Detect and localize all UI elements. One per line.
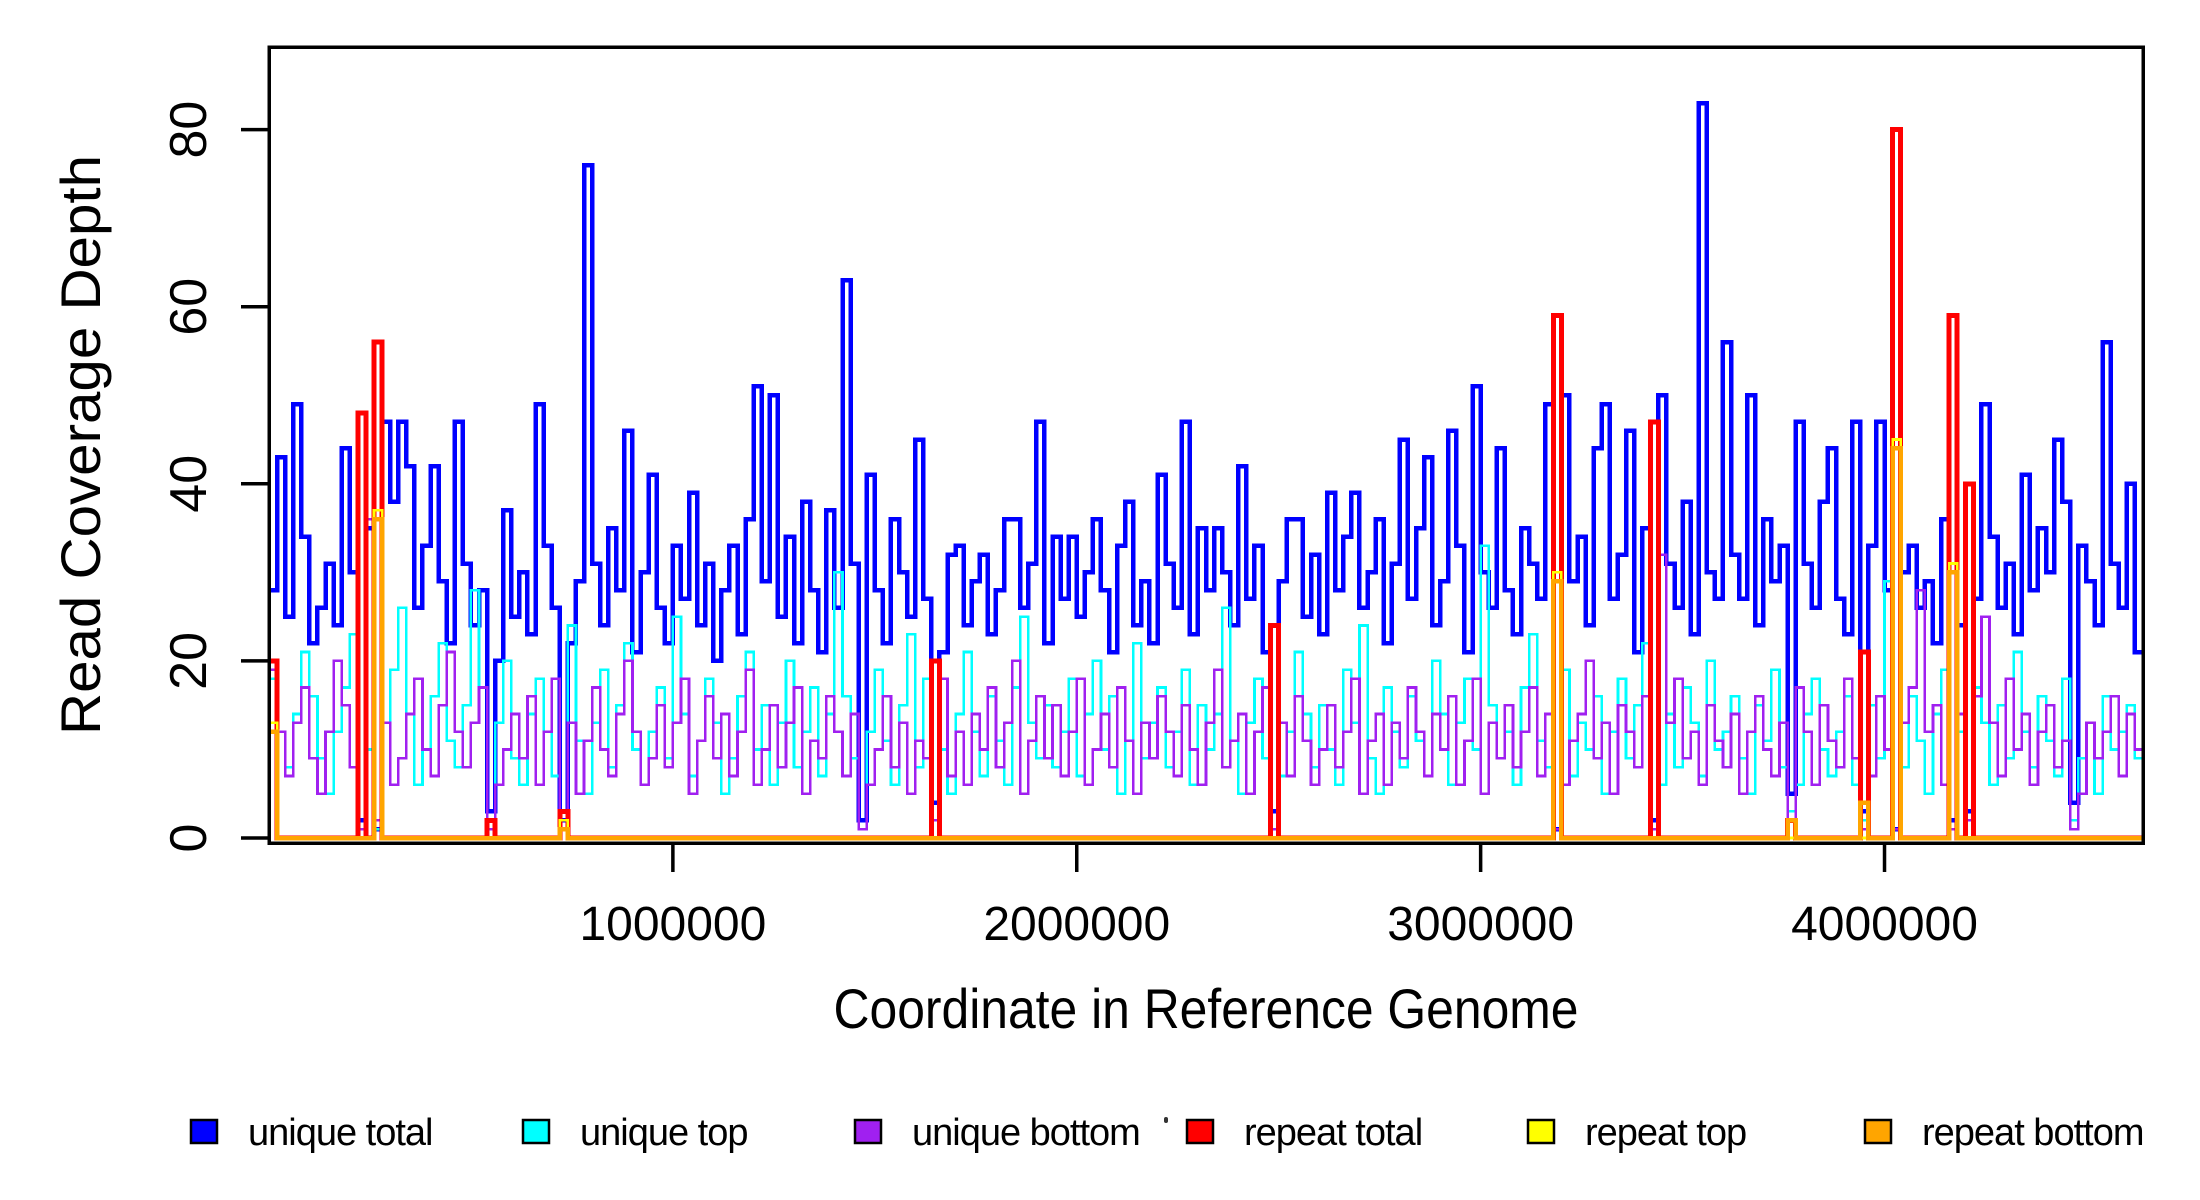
y-axis-tick-label: 20 xyxy=(160,632,218,690)
legend-swatch-unique-bottom xyxy=(853,1118,883,1145)
legend-label-repeat-bottom: repeat bottom xyxy=(1922,1112,2143,1154)
series-unique-total-line xyxy=(269,100,2143,832)
series-unique-bottom-line xyxy=(269,517,2143,831)
legend-swatch-unique-total xyxy=(189,1118,219,1145)
legend-swatch-repeat-top xyxy=(1526,1118,1556,1145)
x-axis-tick-label: 4000000 xyxy=(1791,898,1978,951)
x-axis-title: Coordinate in Reference Genome xyxy=(834,977,1579,1040)
x-axis-tick-label: 3000000 xyxy=(1387,898,1574,951)
legend-swatch-repeat-bottom xyxy=(1863,1118,1893,1145)
legend-label-unique-bottom: unique bottom xyxy=(912,1112,1140,1154)
x-axis-tick-label: 2000000 xyxy=(983,898,1170,951)
y-axis-title: Read Coverage Depth xyxy=(49,155,112,735)
y-axis-tick-label: 40 xyxy=(160,455,218,513)
series-repeat-bottom-line xyxy=(269,446,2143,841)
plot-border xyxy=(267,45,2145,845)
legend-label-repeat-top: repeat top xyxy=(1585,1112,1746,1154)
legend-label-unique-top: unique top xyxy=(580,1112,748,1154)
legend-label-unique-total: unique total xyxy=(248,1112,433,1154)
x-axis-tick-label: 1000000 xyxy=(579,898,766,951)
stray-mark xyxy=(1164,1117,1168,1123)
y-axis-tick-label: 80 xyxy=(160,101,218,159)
legend-label-repeat-total: repeat total xyxy=(1244,1112,1422,1154)
y-axis-tick-label: 0 xyxy=(160,824,218,853)
legend-swatch-repeat-total xyxy=(1185,1118,1215,1145)
legend-swatch-unique-top xyxy=(521,1118,551,1145)
y-axis-tick-label: 60 xyxy=(160,278,218,336)
